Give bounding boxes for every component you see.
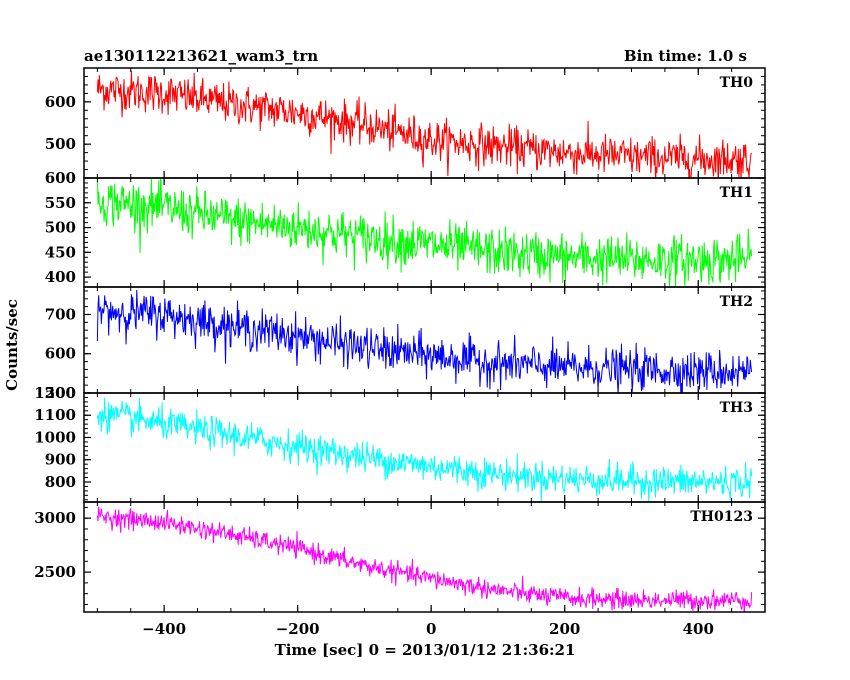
- x-tick-label: −400: [142, 620, 186, 638]
- y-tick-label: 550: [45, 194, 76, 212]
- panel-frame: [83, 501, 766, 613]
- y-tick-label: 600: [45, 345, 76, 363]
- series-line-th0: [96, 70, 753, 178]
- panel-th0123: 2500 3000 TH0123: [34, 501, 766, 613]
- x-tick-label: 200: [549, 620, 580, 638]
- y-tick-label: 800: [45, 473, 76, 491]
- panel-frame: [83, 177, 766, 288]
- panels-group: 500 600 TH0 400 450 500 550 600 TH1 500 600 700 TH2 8…: [34, 67, 766, 638]
- y-axis-title: Counts/sec: [3, 299, 21, 391]
- y-tick-label: 500: [45, 135, 76, 153]
- x-tick-label: 400: [683, 620, 714, 638]
- y-tick-label: 1200: [34, 384, 76, 402]
- series-line-th1: [96, 178, 753, 287]
- series-line-th0123: [96, 506, 753, 612]
- panel-label-th0123: TH0123: [690, 509, 753, 525]
- y-tick-label: 400: [45, 268, 76, 286]
- y-tick-label: 1100: [34, 406, 76, 424]
- panel-label-th3: TH3: [720, 400, 753, 416]
- x-tick-label: −200: [276, 620, 320, 638]
- panel-th1: 400 450 500 550 600 TH1: [45, 169, 766, 288]
- panel-th3: 800 900 1000 1100 1200 TH3: [34, 384, 766, 503]
- y-tick-label: 3000: [34, 509, 76, 527]
- x-axis-title: Time [sec] 0 = 2013/01/12 21:36:21: [275, 641, 576, 659]
- x-tick-label: 0: [426, 620, 436, 638]
- panel-th0: 500 600 TH0: [45, 67, 766, 179]
- panel-th2: 500 600 700 TH2: [45, 286, 766, 402]
- panel-label-th1: TH1: [720, 185, 753, 201]
- y-tick-label: 2500: [34, 563, 76, 581]
- y-tick-label: 450: [45, 243, 76, 261]
- y-tick-label: 1000: [34, 428, 76, 446]
- y-tick-label: 600: [45, 93, 76, 111]
- panel-label-th0: TH0: [720, 75, 754, 91]
- bin-time-label: Bin time: 1.0 s: [624, 47, 747, 65]
- y-tick-label: 600: [45, 169, 76, 187]
- chart-title: ae130112213621_wam3_trn: [84, 47, 318, 65]
- series-line-th2: [96, 289, 753, 393]
- y-tick-label: 500: [45, 219, 76, 237]
- series-line-th3: [96, 397, 753, 502]
- panel-label-th2: TH2: [720, 294, 753, 310]
- y-tick-label: 900: [45, 451, 76, 469]
- y-tick-label: 500: [45, 384, 76, 402]
- y-tick-label: 700: [45, 305, 76, 323]
